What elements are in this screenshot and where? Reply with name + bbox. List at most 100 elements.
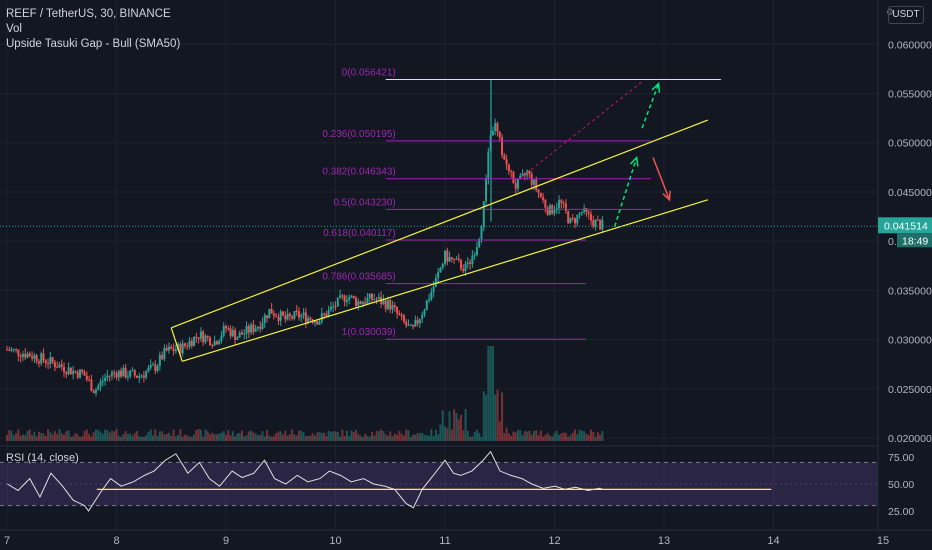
candle-body	[94, 389, 97, 394]
candle-body	[386, 299, 389, 309]
candle-body	[466, 262, 469, 264]
volume-bar	[567, 436, 570, 441]
volume-bar	[145, 435, 148, 441]
candle-body	[389, 299, 392, 310]
volume-bar	[323, 432, 326, 441]
volume-bar	[67, 430, 70, 441]
volume-bar	[428, 435, 431, 441]
candle-body	[594, 219, 597, 227]
volume-bar	[35, 436, 38, 441]
candle-body	[99, 381, 102, 386]
volume-bar	[277, 431, 280, 441]
gear-icon[interactable]: ⚙	[886, 7, 895, 17]
unit-badge[interactable]: USDT	[888, 6, 924, 24]
candle-body	[186, 345, 189, 347]
candle-body	[332, 306, 335, 308]
y-tick-3: 0.035000	[888, 285, 932, 297]
candle-body	[179, 343, 182, 354]
volume-bar	[517, 429, 519, 441]
candle-body	[215, 341, 218, 345]
volume-bar	[179, 429, 182, 441]
candle-body	[106, 375, 109, 378]
trend-channel	[170, 119, 709, 362]
candle-body	[544, 199, 547, 208]
candle-body	[514, 183, 517, 189]
volume-bar	[204, 429, 207, 441]
candle-body	[295, 310, 298, 312]
volume-bar	[439, 424, 442, 441]
volume-bar	[592, 431, 595, 441]
volume-bar	[466, 430, 469, 441]
volume-bar	[469, 436, 472, 441]
candle-body	[117, 370, 120, 378]
candle-body	[126, 376, 129, 378]
candle-body	[341, 295, 344, 297]
volume-bar	[414, 434, 417, 441]
candle-body	[396, 307, 399, 314]
volume-bar	[259, 435, 262, 441]
candle-body	[90, 379, 93, 391]
candle-body	[587, 212, 590, 215]
candle-body	[163, 347, 166, 360]
volume-bar	[47, 429, 50, 441]
arrow-shaft-0	[614, 157, 638, 227]
candle-body	[528, 170, 531, 174]
x-tick-1: 8	[113, 535, 119, 547]
candle-body	[462, 268, 465, 272]
candle-body	[204, 336, 207, 343]
candle-body	[535, 179, 538, 190]
volume-bar	[60, 433, 63, 441]
arrow-head-2	[662, 190, 671, 202]
volume-bar	[357, 434, 360, 441]
rsi-legend: RSI (14, close)	[6, 452, 79, 464]
candle-body	[145, 371, 148, 378]
candle-body	[266, 315, 269, 319]
current-price-label: 0.041514	[884, 220, 928, 232]
candle-body	[270, 308, 273, 314]
y-tick-2: 0.030000	[888, 335, 932, 347]
volume-bar	[270, 436, 273, 441]
candle-body	[548, 205, 551, 215]
volume-bar	[21, 434, 24, 441]
volume-bar	[113, 431, 116, 441]
candle-body	[131, 370, 134, 372]
volume-bar	[601, 431, 604, 441]
volume-bar	[307, 435, 310, 441]
volume-bars	[6, 346, 604, 441]
channel-start	[170, 327, 183, 362]
volume-bar	[437, 434, 440, 441]
volume-bar	[133, 432, 136, 441]
candle-body	[339, 295, 342, 298]
candle-body	[101, 380, 104, 382]
candle-body	[393, 305, 396, 308]
candle-body	[140, 375, 143, 377]
candle-body	[63, 367, 66, 372]
candle-body	[238, 332, 241, 338]
candle-body	[83, 372, 86, 376]
volume-bar	[256, 435, 259, 441]
candle-body	[211, 345, 214, 347]
volume-bar	[386, 435, 389, 441]
volume-bar	[348, 436, 351, 441]
volume-bar	[131, 435, 134, 441]
x-tick-7: 14	[767, 535, 779, 547]
candle-body	[439, 268, 442, 273]
candle-body	[252, 324, 255, 332]
candle-body	[496, 123, 499, 132]
volume-bar	[371, 431, 373, 441]
arrow-head-0	[629, 155, 639, 167]
volume-bar	[63, 434, 66, 441]
candle-body	[236, 337, 239, 340]
volume-bar	[334, 431, 337, 441]
volume-bar	[423, 434, 426, 441]
candle-body	[209, 337, 212, 346]
volume-bar	[17, 429, 20, 441]
candle-body	[519, 175, 522, 180]
volume-bar	[122, 433, 125, 441]
volume-bar	[576, 434, 579, 441]
candle-body	[471, 255, 474, 264]
volume-bar	[238, 433, 241, 441]
volume-bar	[124, 431, 127, 441]
volume-bar	[170, 435, 173, 441]
